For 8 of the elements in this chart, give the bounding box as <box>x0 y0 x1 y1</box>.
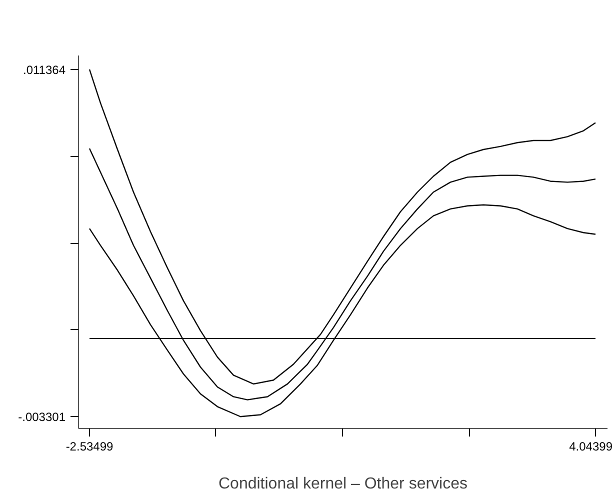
y-tick-label: -.003301 <box>18 410 66 424</box>
line-series <box>88 204 596 418</box>
y-tick-label: .011364 <box>23 62 66 77</box>
x-tick-label: -2.53499 <box>66 440 114 454</box>
x-tick-label: 4.04399 <box>569 440 612 454</box>
line-series <box>88 148 596 400</box>
x-axis-title: Conditional kernel – Other services <box>218 476 468 492</box>
line-series <box>88 68 596 385</box>
